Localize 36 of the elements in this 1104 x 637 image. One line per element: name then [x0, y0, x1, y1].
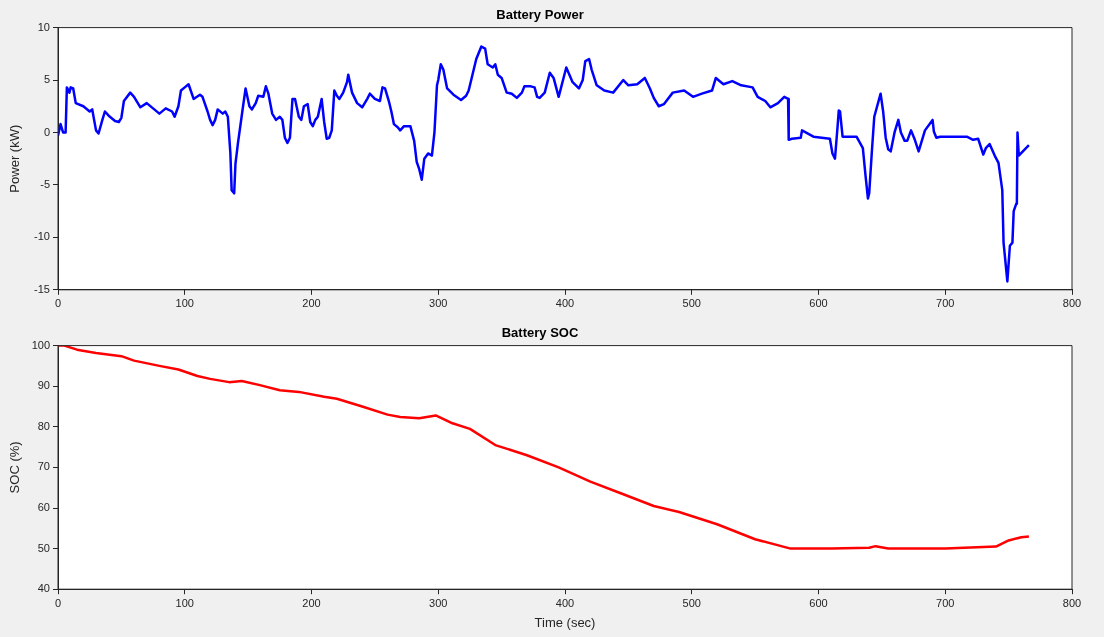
x-tick-label: 100 — [175, 297, 194, 310]
x-tick-label: 0 — [54, 596, 62, 609]
chart-title: Battery Power — [496, 7, 584, 23]
x-tick-label: 700 — [936, 297, 955, 310]
x-axis-title: Time (sec) — [534, 614, 596, 630]
y-tick-label: 60 — [37, 501, 50, 514]
y-tick-label: 40 — [37, 582, 50, 595]
x-tick-label: 500 — [682, 596, 701, 609]
x-tick-label: 800 — [1062, 596, 1082, 609]
y-tick-label: 50 — [37, 541, 50, 554]
x-tick-label: 700 — [936, 596, 955, 609]
x-tick-label: 100 — [175, 596, 194, 609]
y-tick-label: 90 — [37, 379, 50, 392]
chart-title: Battery SOC — [501, 325, 579, 341]
y-tick-label: 100 — [31, 338, 50, 351]
x-tick-label: 600 — [809, 297, 828, 310]
x-tick-label: 300 — [429, 596, 448, 609]
y-tick-label: 10 — [37, 20, 50, 33]
x-tick-label: 200 — [302, 596, 321, 609]
y-tick-label: 80 — [37, 419, 50, 432]
x-tick-label: 0 — [54, 297, 62, 310]
x-tick-label: 400 — [555, 596, 575, 609]
y-tick-label: -15 — [34, 282, 50, 295]
x-tick-label: 400 — [555, 297, 575, 310]
y-axis-title: SOC (%) — [7, 441, 23, 494]
x-tick-label: 500 — [682, 297, 701, 310]
x-tick-label: 200 — [302, 297, 321, 310]
x-tick-label: 800 — [1062, 297, 1082, 310]
y-tick-label: 5 — [43, 73, 50, 86]
x-tick-label: 600 — [809, 596, 828, 609]
y-axis-title: Power (kW) — [7, 124, 23, 193]
y-tick-label: 70 — [37, 460, 50, 473]
y-tick-label: 0 — [43, 125, 50, 138]
y-tick-label: -10 — [34, 230, 50, 243]
x-tick-label: 300 — [429, 297, 448, 310]
y-tick-label: -5 — [40, 177, 50, 190]
